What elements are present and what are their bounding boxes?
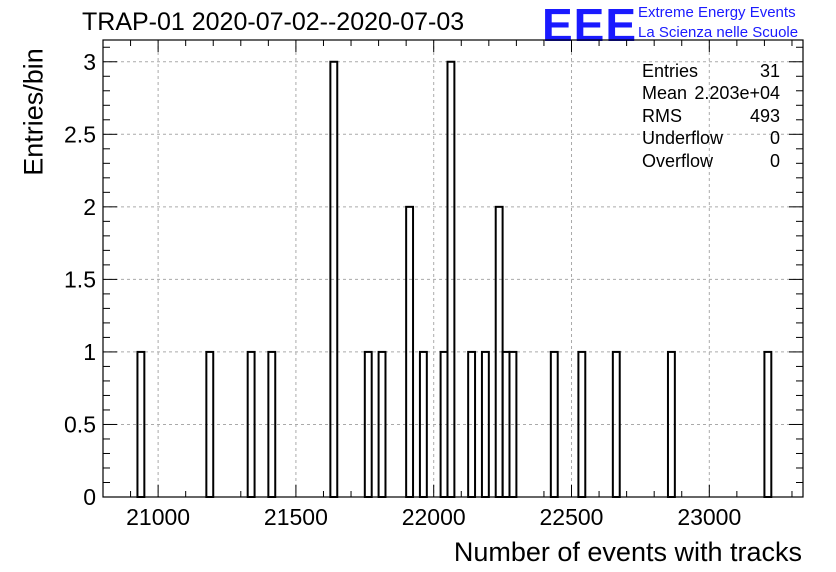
stat-name: Mean <box>642 83 688 104</box>
logo-line-1: Extreme Energy Events <box>638 4 796 21</box>
y-tick-label: 2.5 <box>64 121 96 147</box>
x-axis-label: Number of events with tracks <box>453 537 802 567</box>
stat-row-mean: Mean 2.203e+04 <box>642 82 780 104</box>
stat-value: 2.203e+04 <box>694 83 780 104</box>
logo-caption: Extreme Energy Events La Scienza nelle S… <box>638 3 798 43</box>
y-axis-label: Entries/bin <box>18 48 49 176</box>
logo-line-2: La Scienza nelle Scuole <box>638 24 799 41</box>
stat-value: 0 <box>769 128 780 149</box>
y-tick-label: 2 <box>83 194 96 220</box>
chart-title: TRAP-01 2020-07-02--2020-07-03 <box>82 8 465 36</box>
stat-name: RMS <box>642 105 682 126</box>
y-tick-label: 1 <box>83 339 96 365</box>
stat-name: Entries <box>642 61 699 81</box>
y-tick-label: 3 <box>83 49 96 75</box>
y-tick-label: 0.5 <box>64 411 96 437</box>
y-tick-label: 0 <box>83 484 96 510</box>
stat-value: 0 <box>769 150 780 171</box>
x-tick-label: 22500 <box>540 504 604 530</box>
stat-value: 493 <box>749 105 780 126</box>
stat-name: Underflow <box>642 128 724 149</box>
stat-name: Overflow <box>642 150 714 171</box>
stat-row-entries: Entries 31 <box>642 60 780 82</box>
stat-row-overflow: Overflow 0 <box>642 150 780 172</box>
y-tick-label: 1.5 <box>64 266 96 292</box>
stats-box: Entries 31 Mean 2.203e+04 RMS 493 Underf… <box>642 60 780 172</box>
x-tick-label: 21500 <box>264 504 328 530</box>
stat-row-underflow: Underflow 0 <box>642 127 780 149</box>
x-tick-label: 22000 <box>402 504 466 530</box>
plot-frame <box>102 39 804 498</box>
x-tick-label: 21000 <box>126 504 190 530</box>
x-tick-label: 23000 <box>677 504 741 530</box>
stat-row-rms: RMS 493 <box>642 105 780 127</box>
stat-value: 31 <box>759 61 780 81</box>
